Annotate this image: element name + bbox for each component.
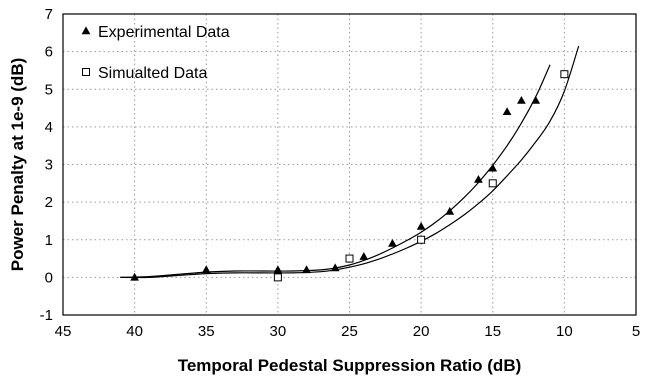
x-tick-label: 5 — [632, 323, 640, 340]
legend-experimental-marker — [81, 26, 91, 35]
x-tick-label: 35 — [198, 323, 215, 340]
legend: Experimental Data Simualted Data — [81, 24, 230, 82]
experimental-point — [502, 107, 512, 116]
y-tick-label: 1 — [45, 232, 53, 249]
x-tick-label: 10 — [556, 323, 573, 340]
x-tick-label: 45 — [55, 323, 72, 340]
experimental-point — [330, 263, 340, 272]
experimental-point — [359, 252, 369, 260]
fit-curve-simulated — [120, 45, 580, 279]
fit-curve-experimental — [120, 64, 551, 278]
simulated-point — [345, 254, 354, 263]
simulated-point — [417, 235, 426, 244]
y-tick-label: 3 — [45, 157, 53, 174]
experimental-point — [388, 238, 397, 247]
y-tick-label: 5 — [45, 81, 53, 98]
x-tick-label: 30 — [270, 323, 287, 340]
experimental-point — [445, 206, 455, 215]
fit-curves — [120, 45, 580, 279]
x-axis-title: Temporal Pedestal Suppression Ratio (dB) — [178, 356, 522, 375]
legend-experimental-label: Experimental Data — [98, 24, 230, 41]
y-tick-label: -1 — [40, 307, 53, 324]
legend-simulated-marker — [82, 68, 90, 76]
experimental-point — [531, 95, 541, 104]
experimental-point — [273, 265, 283, 274]
experimental-point — [474, 174, 483, 183]
y-tick-label: 2 — [45, 194, 53, 211]
plot-frame — [62, 13, 637, 316]
y-axis-tick-labels: -1 0 1 2 3 4 5 6 7 — [40, 6, 53, 324]
y-axis-title: Power Penalty at 1e-9 (dB) — [8, 58, 27, 272]
y-tick-label: 0 — [45, 269, 53, 286]
simulated-point — [560, 70, 569, 79]
simulated-point — [488, 179, 497, 188]
experimental-point — [130, 272, 139, 281]
y-tick-label: 6 — [45, 44, 53, 61]
x-tick-label: 15 — [484, 323, 501, 340]
y-tick-label: 4 — [45, 119, 53, 136]
x-tick-label: 25 — [341, 323, 358, 340]
x-tick-label: 40 — [126, 323, 143, 340]
experimental-point — [201, 265, 211, 274]
simulated-point — [273, 273, 282, 282]
experimental-point — [488, 163, 498, 172]
data-markers — [130, 70, 569, 282]
x-tick-label: 20 — [413, 323, 430, 340]
experimental-point — [302, 265, 311, 274]
y-tick-label: 7 — [45, 6, 53, 23]
grid-lines — [63, 14, 636, 315]
experimental-point — [517, 95, 526, 104]
legend-simulated-label: Simualted Data — [98, 65, 207, 82]
x-axis-tick-labels: 45 40 35 30 25 20 15 10 5 — [55, 323, 641, 340]
experimental-point — [416, 221, 426, 230]
